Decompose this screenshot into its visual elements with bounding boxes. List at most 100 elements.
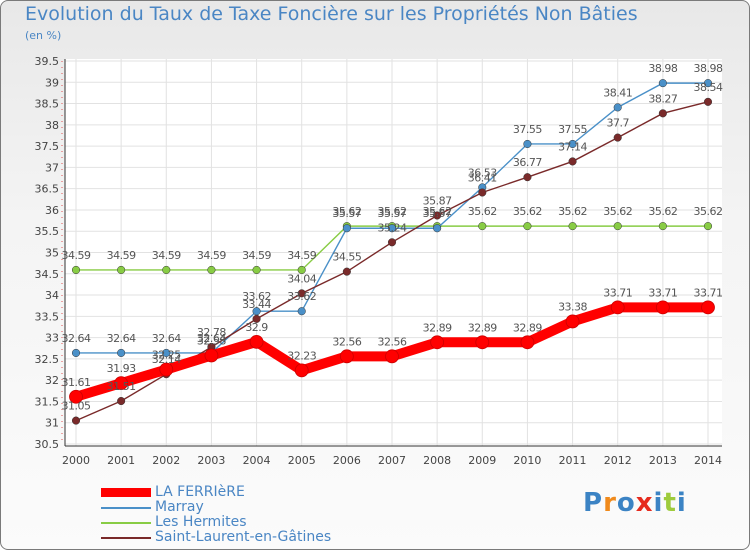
- data-label: 38.98: [648, 62, 677, 75]
- data-label: 35.62: [648, 205, 677, 218]
- data-label: 35.57: [423, 207, 452, 220]
- data-label: 38.41: [603, 86, 632, 99]
- logo-letter: r: [603, 488, 617, 518]
- data-label: 32.64: [152, 332, 181, 345]
- y-tick-label: 35: [45, 247, 59, 260]
- data-point: [430, 335, 445, 350]
- y-tick-label: 37: [45, 161, 59, 174]
- data-label: 31.93: [107, 362, 136, 375]
- data-point: [71, 416, 81, 425]
- proxiti-logo: Proxiti: [583, 488, 687, 518]
- x-tick-label: 2007: [378, 454, 406, 467]
- data-point: [658, 109, 667, 118]
- data-point: [117, 265, 126, 274]
- y-tick-label: 33.5: [35, 310, 60, 323]
- data-label: 33.71: [648, 286, 677, 299]
- legend-label: LA FERRIèRE: [155, 484, 245, 500]
- data-point: [252, 314, 261, 323]
- data-point: [523, 139, 532, 149]
- data-label: 33.62: [242, 290, 271, 303]
- logo-letter: x: [635, 488, 654, 518]
- legend-label: Les Hermites: [155, 514, 247, 530]
- y-tick-label: 33: [45, 332, 59, 345]
- data-label: 35.57: [332, 207, 361, 220]
- data-point: [613, 222, 622, 231]
- y-tick-label: 30.5: [35, 438, 60, 451]
- legend-swatch: [101, 537, 151, 539]
- data-point: [162, 265, 171, 274]
- data-point: [523, 173, 532, 182]
- data-point: [297, 265, 306, 274]
- data-point: [520, 335, 535, 350]
- data-point: [387, 224, 397, 233]
- data-point: [159, 362, 174, 377]
- y-tick-label: 34: [45, 289, 59, 302]
- data-point: [433, 211, 442, 220]
- data-label: 35.62: [423, 205, 452, 218]
- legend-swatch: [101, 507, 151, 509]
- chart-title: Evolution du Taux de Taxe Foncière sur l…: [25, 3, 638, 25]
- data-point: [655, 300, 670, 315]
- legend-swatch: [101, 522, 151, 524]
- data-label: 32.89: [468, 321, 497, 334]
- logo-letter: i: [653, 488, 664, 518]
- data-point: [610, 300, 625, 315]
- data-label: 31.51: [107, 380, 136, 393]
- data-point: [478, 222, 487, 231]
- y-tick-label: 38: [45, 119, 59, 132]
- data-label: 32.78: [197, 326, 226, 339]
- data-label: 33.71: [603, 286, 632, 299]
- logo-letter: t: [663, 488, 677, 518]
- x-tick-label: 2002: [152, 454, 180, 467]
- data-point: [207, 265, 216, 274]
- data-label: 38.54: [694, 81, 723, 94]
- data-label: 37.7: [606, 117, 629, 130]
- data-point: [71, 348, 81, 357]
- data-label: 32.9: [245, 321, 268, 334]
- data-label: 34.04: [287, 272, 316, 285]
- y-tick-label: 32: [45, 374, 59, 387]
- data-label: 32.14: [152, 353, 181, 366]
- data-label: 32.64: [62, 332, 91, 345]
- data-label: 32.56: [332, 335, 361, 348]
- data-point: [342, 267, 351, 276]
- data-point: [339, 349, 354, 364]
- data-label: 31.05: [62, 400, 91, 413]
- data-label: 32.89: [423, 321, 452, 334]
- y-tick-label: 36.5: [35, 183, 60, 196]
- x-tick-label: 2006: [333, 454, 361, 467]
- data-label: 34.59: [197, 249, 226, 262]
- x-tick-label: 2003: [197, 454, 225, 467]
- data-point: [658, 222, 667, 231]
- data-label: 37.14: [558, 140, 587, 153]
- data-label: 35.62: [694, 205, 723, 218]
- data-point: [433, 224, 442, 233]
- data-point: [475, 335, 490, 350]
- data-label: 36.53: [468, 166, 497, 179]
- data-label: 33.71: [694, 286, 723, 299]
- logo-letter: i: [676, 488, 687, 518]
- data-label: 31.61: [62, 376, 91, 389]
- data-point: [613, 133, 622, 142]
- data-point: [297, 289, 306, 298]
- data-point: [297, 307, 306, 316]
- data-point: [117, 396, 126, 406]
- x-tick-label: 2013: [649, 454, 677, 467]
- x-tick-label: 2011: [559, 454, 587, 467]
- data-label: 34.55: [332, 251, 361, 264]
- y-tick-label: 31.5: [35, 395, 60, 408]
- data-label: 38.98: [694, 62, 723, 75]
- data-point: [568, 157, 577, 166]
- data-point: [385, 349, 399, 364]
- y-tick-label: 32.5: [35, 353, 60, 366]
- data-point: [387, 238, 397, 247]
- data-label: 34.59: [107, 249, 136, 262]
- data-label: 37.55: [513, 123, 542, 136]
- data-label: 35.62: [603, 205, 632, 218]
- x-tick-label: 2014: [694, 454, 722, 467]
- x-tick-label: 2010: [513, 454, 541, 467]
- data-point: [117, 348, 126, 357]
- data-label: 37.55: [558, 123, 587, 136]
- data-point: [204, 348, 219, 363]
- data-point: [71, 265, 81, 274]
